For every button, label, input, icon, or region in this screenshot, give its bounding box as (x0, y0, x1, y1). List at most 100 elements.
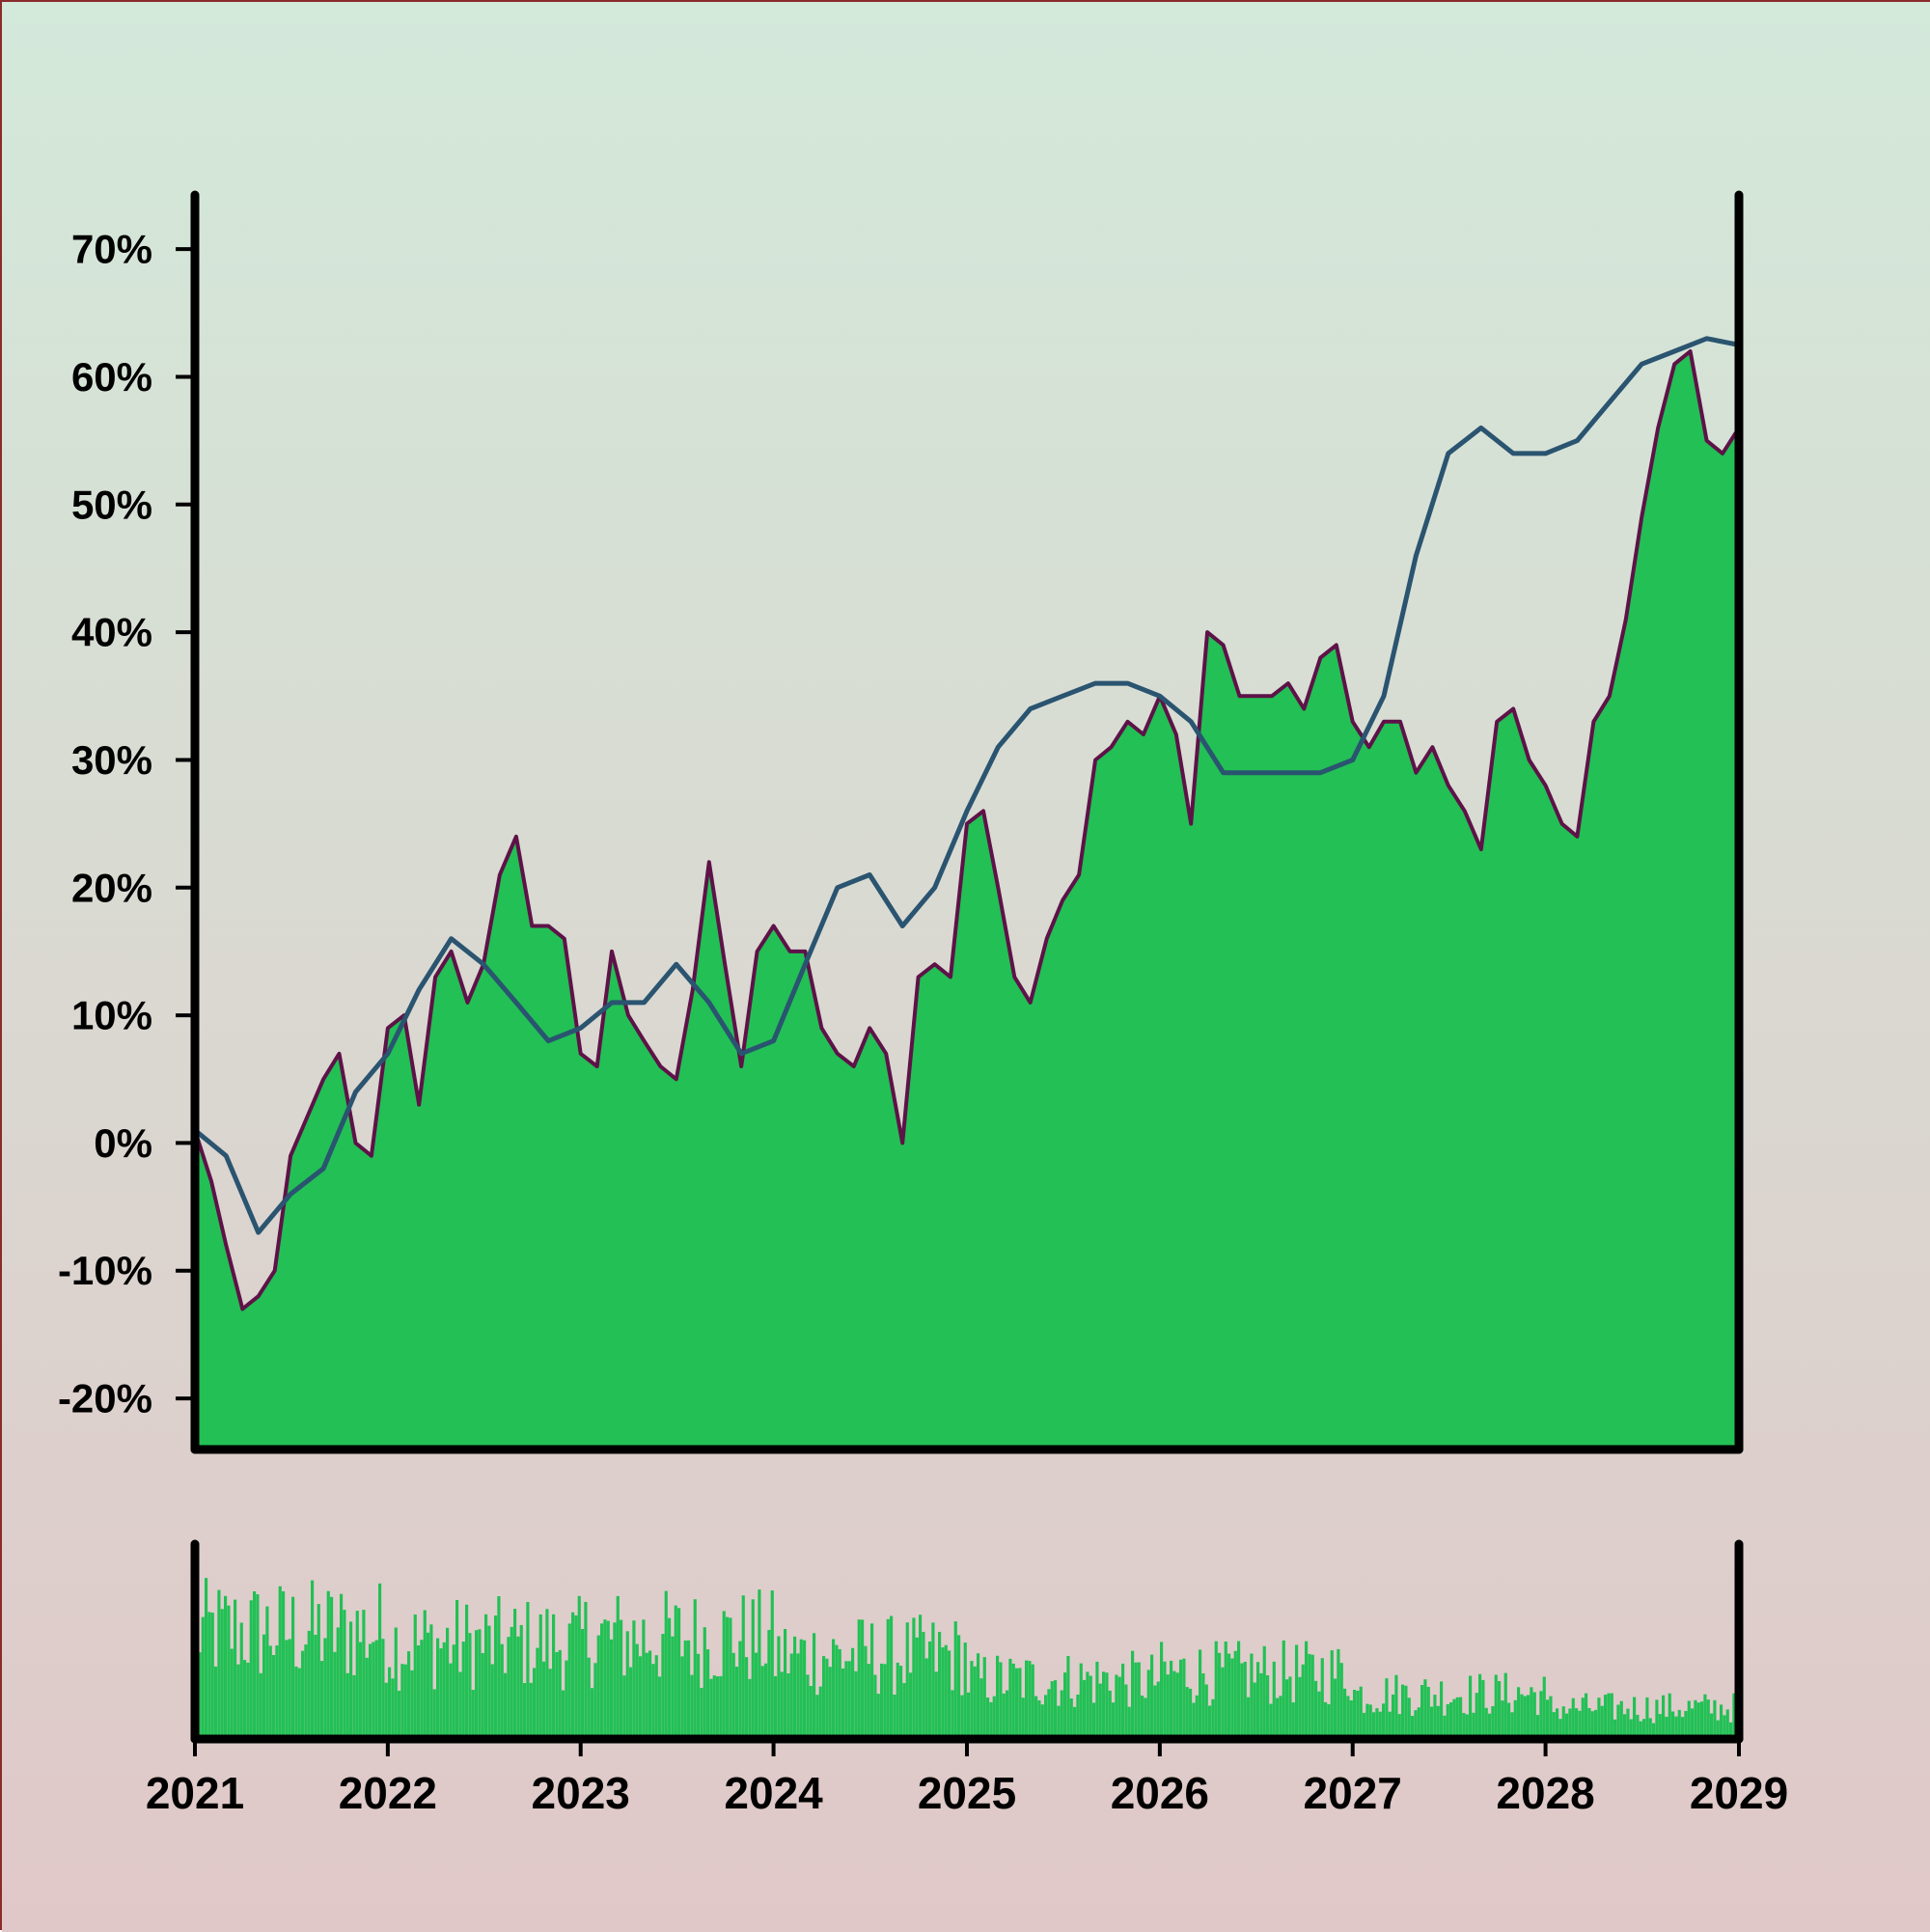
volume-bar (841, 1668, 845, 1739)
volume-bar (1648, 1718, 1652, 1739)
volume-bar (1440, 1681, 1444, 1739)
volume-bar (1250, 1653, 1254, 1739)
volume-bar (899, 1666, 903, 1739)
volume-bar (1076, 1695, 1080, 1739)
volume-bar (1160, 1642, 1164, 1739)
volume-bar (577, 1595, 581, 1739)
volume-bar (867, 1664, 870, 1739)
volume-bar (1276, 1697, 1280, 1739)
volume-bar (1571, 1697, 1575, 1739)
volume-bar (1259, 1672, 1263, 1739)
volume-bar (1590, 1711, 1594, 1739)
volume-bar (307, 1630, 311, 1739)
volume-bar (1397, 1714, 1401, 1739)
volume-bar (256, 1594, 260, 1739)
volume-bar (876, 1694, 880, 1739)
volume-bar (1279, 1696, 1282, 1739)
volume-bar (890, 1615, 894, 1739)
volume-bar (645, 1652, 648, 1739)
volume-plot (195, 1578, 1739, 1739)
volume-bar (562, 1690, 565, 1739)
volume-bar (1034, 1696, 1038, 1739)
volume-bar (1066, 1656, 1070, 1739)
price-area (195, 351, 1739, 1449)
y-tick-label: 60% (71, 354, 152, 400)
volume-bar (832, 1639, 836, 1739)
volume-bar (902, 1683, 906, 1739)
volume-bar (523, 1683, 527, 1739)
volume-bar (345, 1672, 349, 1739)
volume-bar (815, 1695, 819, 1739)
volume-bar (1430, 1706, 1434, 1739)
volume-bar (1083, 1679, 1087, 1739)
volume-bar (581, 1629, 585, 1739)
volume-bar (1146, 1670, 1150, 1739)
volume-bar (1510, 1712, 1514, 1739)
volume-bar (1324, 1701, 1328, 1739)
volume-bar (915, 1637, 919, 1739)
volume-bar (1266, 1675, 1270, 1739)
volume-bar (1195, 1695, 1199, 1739)
volume-bar (818, 1686, 822, 1739)
volume-bar (423, 1610, 427, 1739)
volume-bar (1230, 1658, 1234, 1739)
volume-bar (1725, 1709, 1729, 1739)
volume-bar (745, 1657, 749, 1739)
y-tick-label: 50% (71, 482, 152, 527)
volume-bar (478, 1629, 482, 1739)
volume-bar (1523, 1696, 1527, 1739)
volume-bar (1320, 1658, 1324, 1739)
y-tick-label: -10% (58, 1248, 152, 1293)
volume-bar (1575, 1708, 1579, 1739)
volume-bar (1481, 1679, 1485, 1739)
volume-bar (729, 1617, 732, 1739)
volume-bar (1681, 1717, 1685, 1739)
y-tick-label: 70% (71, 227, 152, 272)
volume-bar (642, 1619, 646, 1739)
volume-bar (938, 1632, 942, 1739)
volume-bar (963, 1642, 967, 1739)
volume-bar (265, 1606, 269, 1739)
volume-bar (1208, 1705, 1212, 1739)
volume-bar (1677, 1709, 1681, 1739)
volume-bar (403, 1664, 407, 1739)
volume-bar (1446, 1704, 1449, 1739)
volume-bar (220, 1609, 224, 1739)
volume-bar (336, 1627, 340, 1739)
volume-bar (1018, 1668, 1022, 1739)
volume-bar (1256, 1662, 1260, 1739)
volume-bar (1549, 1696, 1553, 1739)
volume-bar (1378, 1711, 1382, 1739)
volume-bar (1179, 1659, 1183, 1739)
volume-bar (1117, 1676, 1121, 1739)
volume-bar (770, 1590, 774, 1739)
moving-average-line (195, 336, 1739, 1235)
volume-bar (1247, 1697, 1251, 1739)
volume-bar (912, 1617, 916, 1739)
volume-bar (1517, 1687, 1521, 1739)
volume-bar (654, 1655, 658, 1739)
volume-bar (1330, 1650, 1334, 1739)
volume-bar (1102, 1671, 1106, 1739)
volume-bar (1124, 1684, 1128, 1739)
volume-bar (565, 1660, 568, 1739)
volume-bar (1214, 1641, 1218, 1739)
volume-bar (786, 1673, 790, 1739)
volume-bar (468, 1633, 472, 1739)
volume-bar (465, 1604, 469, 1739)
volume-bar (683, 1640, 687, 1739)
volume-bar (1089, 1675, 1092, 1739)
volume-bar (760, 1666, 764, 1739)
axes (190, 190, 1744, 1744)
x-tick-label: 2026 (1111, 1768, 1209, 1818)
volume-bar (301, 1650, 305, 1739)
volume-bar (1616, 1704, 1620, 1739)
volume-bar (365, 1657, 369, 1739)
volume-bar (494, 1615, 498, 1739)
volume-bar (838, 1648, 841, 1739)
volume-bar (458, 1671, 462, 1739)
volume-bar (1121, 1663, 1125, 1739)
volume-bar (847, 1661, 851, 1739)
volume-bar (1459, 1697, 1463, 1739)
volume-bar (285, 1640, 289, 1739)
